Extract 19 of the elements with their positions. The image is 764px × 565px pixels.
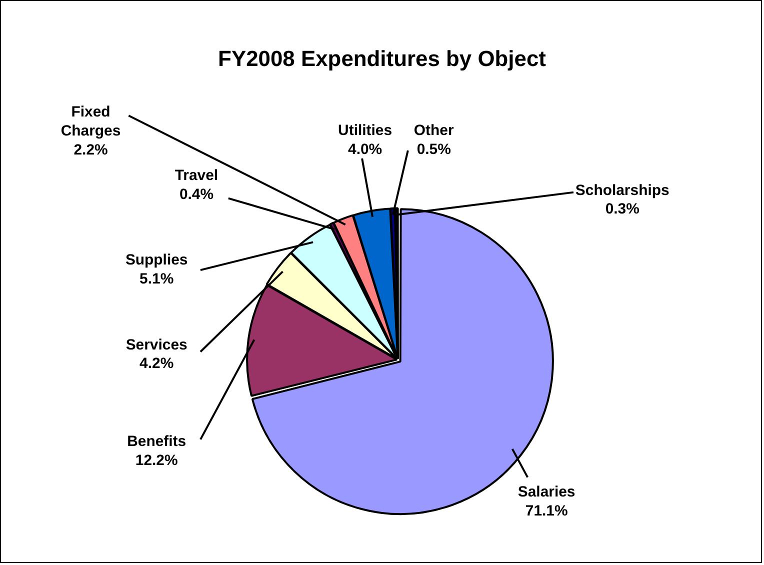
slice-label: Scholarships: [575, 182, 670, 199]
data-label: 4.0%: [348, 140, 382, 158]
data-label: 0.3%: [605, 200, 640, 218]
slice-label: Supplies: [125, 252, 188, 269]
slice-label: Services: [126, 336, 188, 354]
slice-label: Other: [414, 122, 454, 140]
data-label: 12.2%: [135, 452, 178, 469]
data-label: 0.4%: [179, 186, 214, 203]
data-label: 2.2%: [74, 141, 108, 158]
data-label: 71.1%: [525, 502, 568, 520]
slice-label: Travel: [174, 166, 218, 184]
slice-label: Salaries: [518, 484, 576, 501]
slice-label: Fixed Charges: [60, 104, 121, 140]
slice-label: Utilities: [338, 122, 392, 140]
data-label: 4.2%: [140, 355, 174, 372]
data-label: 5.1%: [140, 270, 174, 288]
slice-label: Benefits: [127, 432, 186, 450]
chart-title: FY2008 Expenditures by Object: [218, 46, 547, 71]
data-label: 0.5%: [416, 140, 451, 158]
